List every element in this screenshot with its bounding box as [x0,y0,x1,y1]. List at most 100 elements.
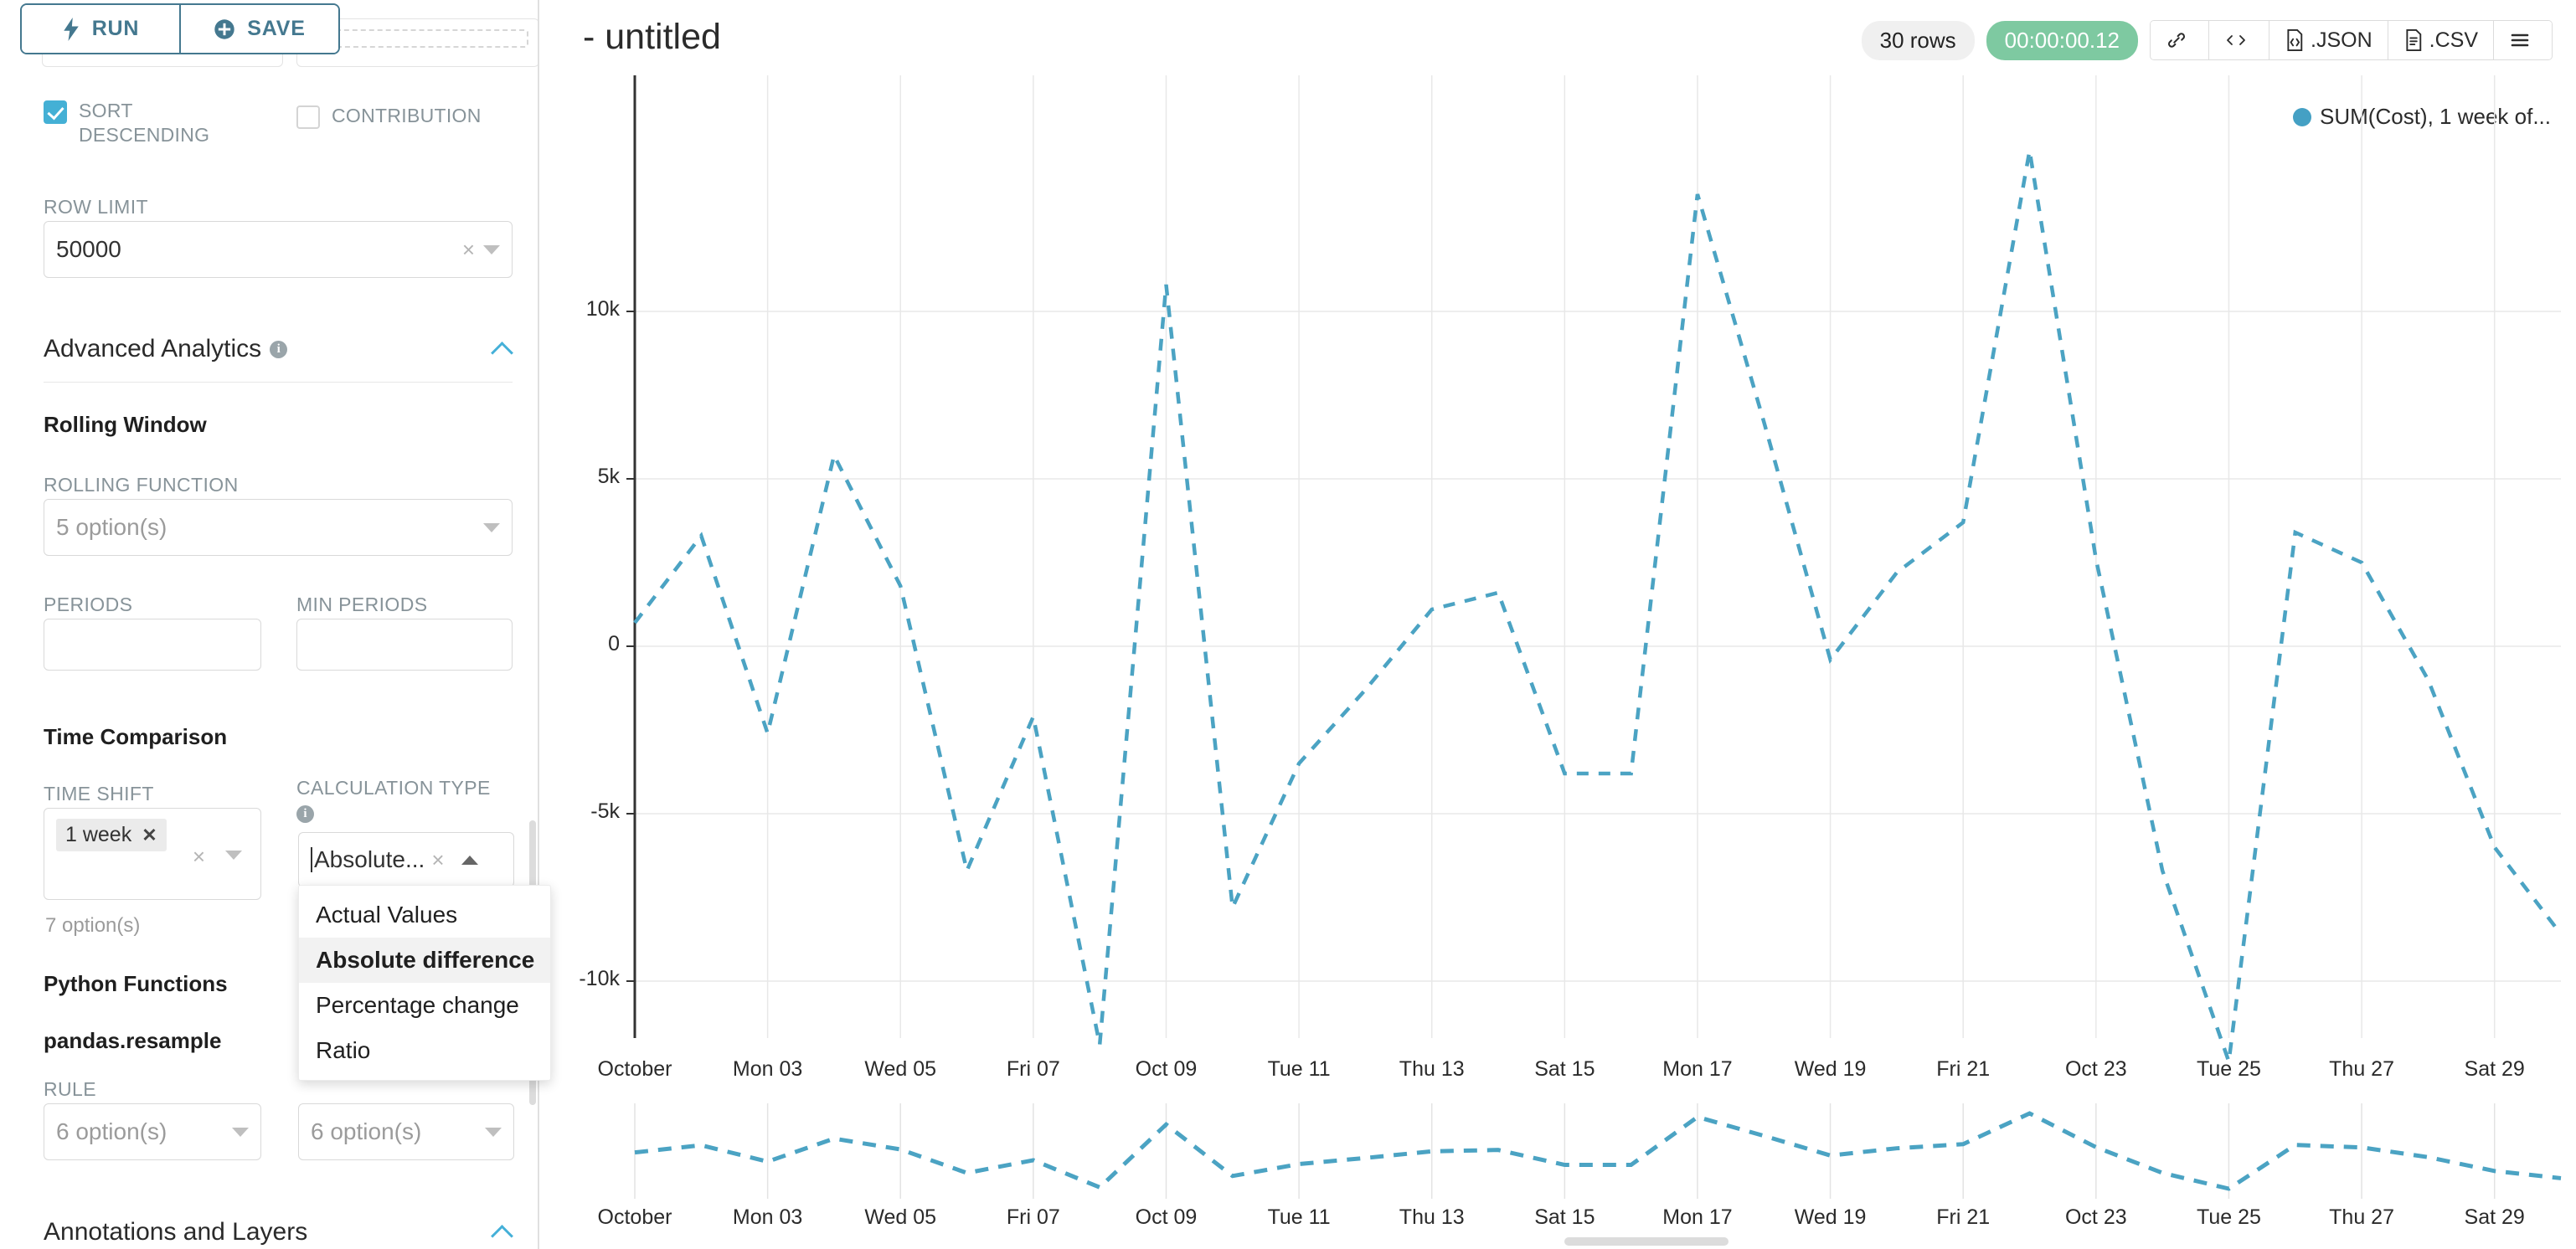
x-tick-label: Sat 29 [2464,1057,2525,1081]
header-toolbar[interactable]: 30 rows 00:00:00.12 [1861,20,2553,60]
sort-descending-checkbox-row[interactable]: SORT DESCENDING [44,99,209,148]
text-cursor [311,847,312,872]
view-query-button[interactable] [2208,21,2269,59]
min-periods-label: MIN PERIODS [296,594,428,615]
overview-x-tick-label: Thu 13 [1399,1205,1465,1229]
time-shift-chip[interactable]: 1 week ✕ [56,819,167,851]
rule-select[interactable]: 6 option(s) [44,1103,261,1160]
dropdown-option-actual-values[interactable]: Actual Values [316,902,458,928]
time-series-chart[interactable] [541,0,2576,1249]
rolling-function-value: 5 option(s) [56,514,167,540]
legend-series-label: SUM(Cost), 1 week of... [2320,104,2551,129]
query-duration-badge: 00:00:00.12 [1986,20,2139,60]
python-functions-title: Python Functions [44,971,228,996]
button-divider [179,5,181,53]
x-tick-label: Fri 21 [1936,1057,1991,1081]
share-link-button[interactable] [2151,21,2209,59]
row-limit-select[interactable]: 50000 × [44,221,513,278]
chevron-down-icon[interactable] [225,851,242,860]
chevron-down-icon[interactable] [485,1127,502,1137]
x-tick-label: Mon 17 [1662,1057,1733,1081]
time-shift-options-count: 7 option(s) [45,914,141,937]
y-tick-marks [626,311,635,982]
chevron-up-icon[interactable] [494,340,513,358]
chart-actions-group[interactable]: .JSON .CSV [2150,20,2553,60]
rolling-function-select[interactable]: 5 option(s) [44,499,513,556]
overview-x-tick-label: Fri 21 [1936,1205,1991,1229]
sort-descending-checkbox[interactable] [44,100,67,124]
time-shift-clear-icon[interactable]: × [192,844,205,869]
x-tick-label: Tue 25 [2196,1057,2261,1081]
link-icon [2168,33,2185,48]
overview-x-tick-label: October [597,1205,672,1229]
row-count-badge: 30 rows [1861,20,1975,60]
rolling-window-title: Rolling Window [44,412,207,437]
calculation-type-dropdown-menu[interactable]: Actual Values Absolute difference Percen… [298,885,551,1081]
page-title[interactable]: - untitled [583,17,721,57]
time-comparison-title: Time Comparison [44,724,228,749]
min-periods-input[interactable] [296,619,513,671]
periods-label: PERIODS [44,594,133,615]
overview-x-tick-label: Oct 23 [2064,1205,2127,1229]
row-limit-value: 50000 [56,236,121,262]
chart-legend[interactable]: SUM(Cost), 1 week of... [2293,104,2551,130]
dropdown-option-absolute-difference[interactable]: Absolute difference [299,938,550,983]
calculation-type-clear-icon[interactable]: × [431,846,445,872]
series-line-overview [634,1111,2562,1191]
run-save-button-group[interactable]: RUN SAVE [20,3,340,54]
download-csv-button[interactable]: .CSV [2387,21,2493,59]
advanced-analytics-section-header[interactable]: Advanced Analytics i [44,335,513,363]
run-button[interactable]: RUN [22,5,179,53]
chevron-down-icon[interactable] [483,522,500,532]
json-file-icon [2287,28,2303,52]
chevron-up-icon[interactable] [494,1223,513,1241]
y-tick-label: -5k [590,799,620,823]
row-limit-clear-icon[interactable]: × [461,236,475,262]
save-button[interactable]: SAVE [181,5,338,53]
save-button-label: SAVE [247,17,306,40]
method-value: 6 option(s) [311,1118,422,1144]
dropdown-option-ratio[interactable]: Ratio [316,1037,371,1063]
calculation-type-select[interactable]: Absolute... × [298,832,514,887]
method-select[interactable]: 6 option(s) [298,1103,514,1160]
periods-input[interactable] [44,619,261,671]
pandas-resample-title: pandas.resample [44,1028,222,1053]
overview-x-tick-label: Tue 25 [2196,1205,2261,1229]
advanced-analytics-title: Advanced Analytics [44,335,262,362]
x-tick-label: October [597,1057,672,1081]
x-tick-label: Tue 11 [1267,1057,1331,1081]
x-tick-label: Oct 09 [1135,1057,1198,1081]
plus-circle-icon [214,18,234,39]
chevron-down-icon[interactable] [483,244,500,254]
series-line-main [633,150,2563,1062]
gridlines [634,75,2561,1038]
overview-x-tick-label: Mon 17 [1662,1205,1733,1229]
time-shift-label: TIME SHIFT [44,783,154,804]
contribution-label: CONTRIBUTION [332,105,482,126]
x-tick-label: Thu 13 [1399,1057,1465,1081]
chevron-down-icon[interactable] [232,1127,249,1137]
contribution-checkbox-row[interactable]: CONTRIBUTION [296,104,516,129]
annotations-layers-section-header[interactable]: Annotations and Layers [44,1218,513,1246]
horizontal-scrollbar[interactable] [1564,1237,1728,1246]
overview-x-tick-label: Sat 29 [2464,1205,2525,1229]
more-menu-button[interactable] [2493,21,2552,59]
info-icon[interactable]: i [270,340,288,358]
chevron-up-icon[interactable] [461,855,478,865]
chart-panel: - untitled 30 rows 00:00:00.12 [541,0,2576,1249]
time-shift-select[interactable]: 1 week ✕ × [44,808,261,900]
overview-x-tick-label: Thu 27 [2329,1205,2394,1229]
y-tick-label: 5k [597,465,620,488]
download-json-button[interactable]: .JSON [2269,21,2388,59]
x-tick-label: Wed 19 [1794,1057,1867,1081]
close-icon[interactable]: ✕ [142,824,157,846]
dropdown-option-percentage-change[interactable]: Percentage change [316,992,519,1018]
x-tick-label: Oct 23 [2064,1057,2127,1081]
overview-x-tick-label: Sat 15 [1534,1205,1595,1229]
info-icon[interactable]: i [296,805,314,823]
run-button-label: RUN [91,17,140,40]
contribution-checkbox[interactable] [296,105,320,129]
lightning-icon [63,17,79,41]
calculation-type-value: Absolute... [314,846,425,872]
row-limit-label: ROW LIMIT [44,196,148,218]
